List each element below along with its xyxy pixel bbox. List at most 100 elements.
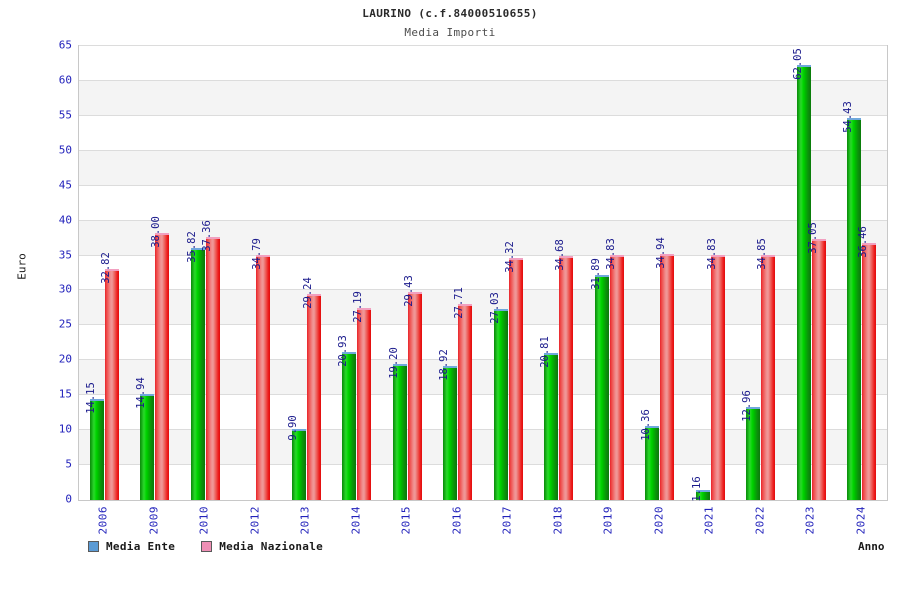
bar-value-label: 34.83 — [705, 237, 718, 270]
bar-value-label: 37.36 — [200, 220, 213, 252]
x-axis-tick: 2024 — [854, 506, 868, 535]
bar-media-nazionale[interactable] — [407, 292, 422, 500]
bar-media-ente[interactable] — [847, 117, 862, 500]
x-axis-tick: 2021 — [702, 506, 716, 535]
bar-media-ente[interactable] — [746, 407, 761, 500]
bar-value-label: 34.83 — [604, 237, 617, 270]
bar-media-ente[interactable] — [695, 489, 710, 500]
bar-media-nazionale[interactable] — [306, 293, 321, 500]
bar-value-label: 14.15 — [84, 382, 97, 414]
bar-media-ente[interactable] — [443, 365, 458, 500]
bar-media-ente[interactable] — [645, 425, 660, 500]
gridline — [79, 79, 887, 81]
gridline — [79, 324, 887, 326]
y-axis-tick: 20 — [58, 352, 72, 366]
bar-value-label: 20.93 — [337, 335, 350, 367]
bar-group: 35.82 37.36 — [180, 46, 231, 500]
bar-media-nazionale[interactable] — [862, 243, 877, 500]
bar-media-nazionale[interactable] — [458, 304, 473, 500]
bar-media-nazionale[interactable] — [559, 255, 574, 500]
bar-media-nazionale[interactable] — [811, 239, 826, 500]
bar-group: 12.96 34.85 — [736, 46, 787, 500]
bar-value-label: 54.43 — [842, 101, 855, 133]
gridline — [79, 45, 887, 46]
bar-value-label: 27.71 — [453, 287, 466, 320]
gridline — [79, 114, 887, 116]
bar-group: 9.90 29.24 — [281, 46, 332, 500]
y-axis-tick: 5 — [65, 457, 72, 471]
gridline — [79, 429, 887, 431]
bar-value-label: 37.05 — [806, 222, 819, 255]
y-axis-tick: 25 — [58, 317, 72, 331]
bar-media-nazionale[interactable] — [155, 232, 170, 500]
x-axis-tick: 2023 — [803, 506, 817, 535]
y-axis-tick: 50 — [58, 143, 72, 157]
x-axis-tick: 2017 — [500, 506, 514, 535]
bar-media-ente[interactable] — [594, 275, 609, 500]
x-axis-tick: 2016 — [450, 506, 464, 535]
bar-value-label: 32.82 — [99, 251, 112, 284]
bar-group: 14.15 32.82 — [79, 46, 130, 500]
bar-value-label: 34.85 — [756, 237, 769, 270]
x-axis-tick-labels: 2006 2009 2010 2012 2013 2014 2015 2016 2017 2018… — [78, 504, 888, 544]
bar-media-ente[interactable] — [190, 247, 205, 500]
y-axis-tick: 30 — [58, 282, 72, 296]
bar-media-ente[interactable] — [796, 64, 811, 500]
bar-group: 1.16 34.83 — [685, 46, 736, 502]
legend-item[interactable]: Media Nazionale — [201, 540, 323, 553]
bar-media-nazionale[interactable] — [508, 258, 523, 500]
bar-group: 34.79 — [231, 46, 282, 500]
bar-media-nazionale[interactable] — [710, 254, 725, 500]
bar-group: 20.93 27.19 — [332, 46, 383, 500]
gridline — [79, 359, 887, 361]
bar-media-nazionale[interactable] — [256, 255, 271, 500]
legend-swatch-icon — [88, 541, 99, 552]
bar-group: 31.89 34.83 — [584, 46, 635, 500]
gridline — [79, 219, 887, 221]
bar-group: 19.20 29.43 — [382, 46, 433, 500]
x-axis-tick: 2020 — [652, 506, 666, 535]
x-axis-tick: 2015 — [399, 506, 413, 535]
bar-value-label: 29.24 — [301, 276, 314, 309]
bar-media-ente[interactable] — [342, 351, 357, 500]
bar-value-label: 20.81 — [539, 335, 552, 368]
bar-group: 14.94 38.00 — [130, 46, 181, 500]
bar-media-nazionale[interactable] — [609, 254, 624, 500]
bar-value-label: 38.00 — [150, 215, 163, 248]
bar-media-ente[interactable] — [392, 363, 407, 500]
bar-value-label: 34.68 — [554, 238, 567, 271]
bar-group: 20.81 34.68 — [534, 46, 585, 500]
bar-value-label: 12.96 — [741, 390, 754, 423]
bar-value-label: 31.89 — [589, 258, 602, 291]
bar-media-nazionale[interactable] — [660, 253, 675, 500]
bar-group: 27.03 34.32 — [483, 46, 534, 500]
y-axis-tick: 65 — [58, 38, 72, 52]
chart-title: LAURINO (c.f.84000510655) — [362, 7, 538, 20]
y-axis-tick: 40 — [58, 213, 72, 227]
bar-value-label: 10.36 — [640, 408, 653, 441]
x-axis-tick: 2006 — [96, 506, 110, 535]
x-axis-title: Anno — [858, 540, 885, 553]
legend-item[interactable]: Media Ente — [88, 540, 175, 553]
bar-media-nazionale[interactable] — [357, 308, 372, 500]
x-axis-tick: 2022 — [753, 506, 767, 535]
bar-media-ente[interactable] — [140, 393, 155, 500]
x-axis-tick: 2019 — [601, 506, 615, 535]
bar-value-label: 1.16 — [690, 476, 703, 502]
bar-value-label: 27.03 — [488, 292, 501, 325]
gridline — [79, 289, 887, 291]
y-axis-tick: 55 — [58, 108, 72, 122]
bar-media-ente[interactable] — [544, 352, 559, 500]
bar-value-label: 34.94 — [655, 237, 668, 269]
bar-media-nazionale[interactable] — [104, 268, 119, 500]
x-axis-tick: 2010 — [197, 506, 211, 535]
bar-media-ente[interactable] — [89, 399, 104, 500]
chart-legend: Media Ente Media Nazionale — [88, 540, 323, 553]
bar-media-ente[interactable] — [493, 309, 508, 500]
bar-media-nazionale[interactable] — [761, 254, 776, 500]
bar-group: 18.92 27.71 — [433, 46, 484, 500]
bar-media-nazionale[interactable] — [205, 237, 220, 500]
x-axis-tick: 2012 — [248, 506, 262, 535]
bar-media-ente[interactable] — [291, 428, 306, 500]
